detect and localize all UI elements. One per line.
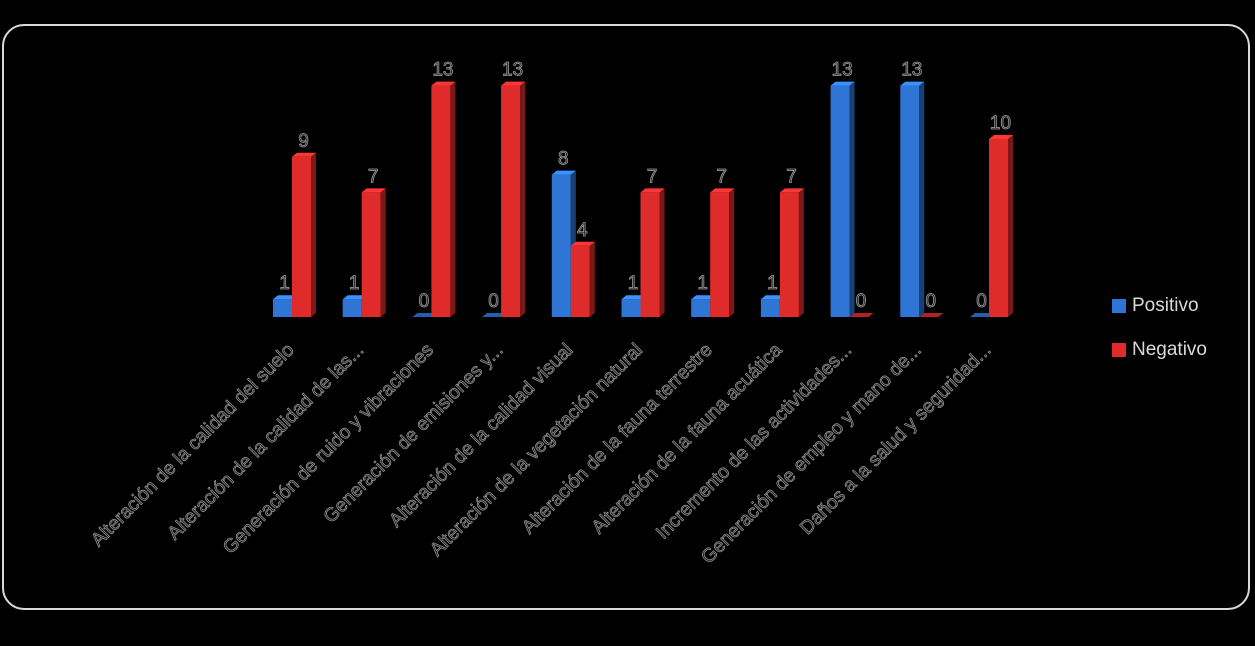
- bar-negativo-2: [431, 81, 456, 317]
- legend-item-positivo: Positivo: [1112, 284, 1207, 328]
- data-label-positivo-8: 13: [832, 60, 853, 81]
- data-label-negativo-7: 7: [786, 166, 797, 187]
- bar-positivo-10: [970, 313, 994, 317]
- data-label-positivo-2: 0: [419, 291, 430, 312]
- data-label-positivo-5: 1: [628, 273, 639, 294]
- data-label-negativo-3: 13: [502, 60, 523, 81]
- legend-item-negativo: Negativo: [1112, 328, 1207, 372]
- chart-legend: Positivo Negativo: [1112, 284, 1207, 372]
- bar-negativo-3: [501, 81, 526, 317]
- data-label-positivo-0: 1: [279, 273, 290, 294]
- data-label-positivo-7: 1: [767, 273, 778, 294]
- data-label-negativo-6: 7: [716, 166, 727, 187]
- data-label-positivo-4: 8: [558, 149, 569, 170]
- bar-negativo-8: [849, 313, 874, 317]
- data-label-negativo-1: 7: [368, 166, 379, 187]
- data-label-positivo-3: 0: [488, 291, 499, 312]
- data-label-positivo-10: 0: [976, 291, 987, 312]
- legend-swatch-negativo: [1112, 343, 1126, 357]
- data-label-negativo-10: 10: [990, 113, 1011, 134]
- bar-positivo-2: [412, 313, 437, 317]
- bar-negativo-0: [292, 152, 316, 317]
- bar-negativo-5: [640, 188, 665, 317]
- data-label-negativo-4: 4: [577, 220, 588, 241]
- bar-negativo-1: [361, 188, 386, 317]
- bar-positivo-3: [482, 313, 507, 317]
- bar-negativo-7: [779, 188, 804, 317]
- bar-negativo-10: [989, 135, 1013, 317]
- data-label-negativo-5: 7: [647, 166, 658, 187]
- bar-positivo-8: [830, 81, 855, 317]
- legend-label-positivo: Positivo: [1132, 295, 1199, 316]
- bar-negativo-4: [570, 241, 595, 317]
- bar-positivo-9: [900, 81, 925, 317]
- data-label-negativo-2: 13: [432, 60, 453, 81]
- data-label-positivo-9: 13: [901, 60, 922, 81]
- bar-negativo-6: [710, 188, 735, 317]
- legend-swatch-positivo: [1112, 299, 1126, 313]
- data-label-positivo-1: 1: [349, 273, 360, 294]
- data-label-negativo-8: 0: [856, 291, 867, 312]
- data-label-positivo-6: 1: [697, 273, 708, 294]
- data-label-negativo-9: 0: [926, 291, 937, 312]
- data-label-negativo-0: 9: [298, 131, 309, 152]
- bar-negativo-9: [919, 313, 944, 317]
- legend-label-negativo: Negativo: [1132, 339, 1207, 360]
